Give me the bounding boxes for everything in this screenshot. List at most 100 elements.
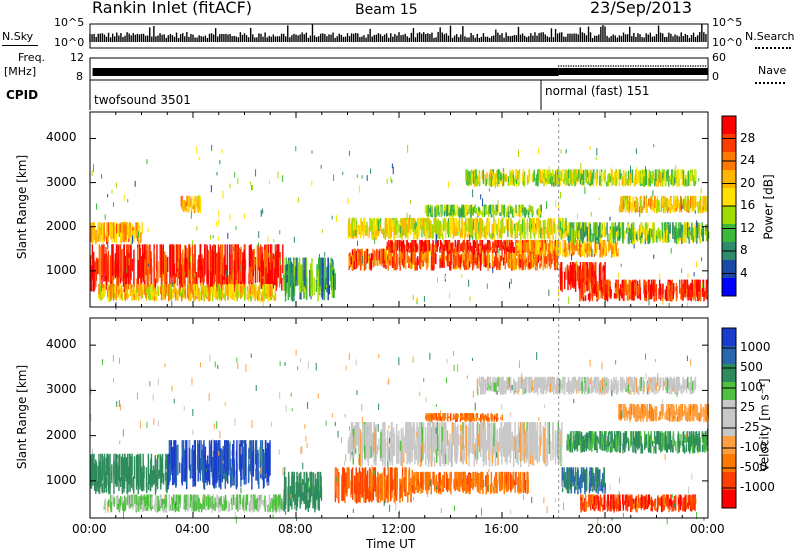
power-cell xyxy=(105,247,107,276)
power-cell xyxy=(573,273,575,289)
power-speck xyxy=(565,149,567,154)
power-cell xyxy=(455,210,457,215)
power-cell xyxy=(432,224,434,233)
power-cell xyxy=(434,206,436,218)
power-cell xyxy=(551,181,553,187)
power-cell xyxy=(604,226,607,238)
power-speck xyxy=(115,182,117,189)
power-cell xyxy=(199,197,202,214)
power-cell xyxy=(142,253,145,282)
power-cell xyxy=(185,245,187,277)
power-speck xyxy=(273,239,275,243)
power-cell xyxy=(672,178,675,184)
velocity-cell xyxy=(128,467,130,485)
power-cell xyxy=(507,176,510,183)
power-cell xyxy=(429,208,431,213)
power-cell xyxy=(620,196,622,212)
power-cell xyxy=(500,245,503,251)
power-speck xyxy=(209,235,211,240)
power-cell xyxy=(452,211,455,215)
power-speck xyxy=(316,279,318,283)
power-cell xyxy=(467,259,469,268)
power-cell xyxy=(654,178,656,187)
power-cell xyxy=(647,222,649,236)
power-cell xyxy=(226,244,228,287)
power-cell xyxy=(409,257,411,263)
power-cell xyxy=(632,222,634,234)
power-cell xyxy=(428,228,430,239)
power-cell xyxy=(589,223,591,242)
power-cell xyxy=(142,284,144,296)
power-cell xyxy=(149,293,152,300)
power-speck xyxy=(196,146,198,155)
power-cell xyxy=(285,257,288,292)
power-cell xyxy=(624,230,626,240)
power-cell xyxy=(510,246,512,254)
power-cell xyxy=(267,244,270,286)
velocity-cell xyxy=(151,476,153,488)
power-speck xyxy=(558,203,560,211)
power-cell xyxy=(190,284,192,294)
power-cell xyxy=(592,262,594,286)
power-cell xyxy=(424,222,427,240)
power-cell xyxy=(439,239,442,247)
power-cell xyxy=(169,244,172,278)
power-cell xyxy=(505,239,508,247)
power-cell xyxy=(509,258,511,268)
power-cell xyxy=(197,199,200,212)
power-cell xyxy=(103,229,105,238)
power-cell xyxy=(355,250,358,268)
power-cell xyxy=(138,293,140,301)
power-cell xyxy=(660,288,663,297)
velocity-cell xyxy=(90,468,93,489)
power-speck xyxy=(693,272,695,277)
power-cell xyxy=(317,270,320,293)
power-cell xyxy=(242,251,245,286)
power-cell xyxy=(658,169,660,183)
power-cell xyxy=(160,244,162,275)
power-speck xyxy=(131,284,133,288)
power-cell xyxy=(241,258,243,292)
power-cell xyxy=(356,252,359,269)
power-cell xyxy=(478,208,481,212)
power-cell xyxy=(573,262,575,280)
velocity-cell xyxy=(153,469,155,485)
power-cell xyxy=(600,279,602,294)
power-cell xyxy=(533,217,536,233)
power-cell xyxy=(622,222,625,239)
power-cell xyxy=(630,201,632,209)
power-speck xyxy=(198,156,200,161)
power-cell xyxy=(640,225,642,236)
power-cell xyxy=(223,293,225,299)
power-cell xyxy=(206,287,208,297)
power-cell xyxy=(456,239,459,248)
power-cell xyxy=(499,229,501,236)
velocity-cell xyxy=(111,464,113,484)
power-cell xyxy=(501,180,504,187)
power-cell xyxy=(302,279,304,291)
power-speck xyxy=(218,236,220,241)
power-cell xyxy=(384,217,387,235)
power-speck xyxy=(517,149,519,158)
power-cell xyxy=(471,173,473,181)
power-speck xyxy=(260,297,262,304)
power-cell xyxy=(496,223,498,236)
power-cell xyxy=(476,250,479,269)
power-cell xyxy=(665,285,668,302)
power-cell xyxy=(444,217,447,233)
power-cell xyxy=(538,169,541,181)
power-cell xyxy=(495,254,498,271)
power-cell xyxy=(559,267,562,286)
power-cell xyxy=(676,203,678,208)
nave-dot xyxy=(565,65,567,67)
power-cell xyxy=(572,262,574,282)
power-cell xyxy=(580,246,582,256)
power-cell xyxy=(261,294,263,299)
power-cell xyxy=(412,239,415,250)
power-cell xyxy=(597,283,600,300)
power-cell xyxy=(581,270,583,279)
power-cell xyxy=(629,170,632,186)
power-cell xyxy=(590,169,592,179)
power-cell xyxy=(288,269,291,298)
power-cell xyxy=(437,218,439,239)
